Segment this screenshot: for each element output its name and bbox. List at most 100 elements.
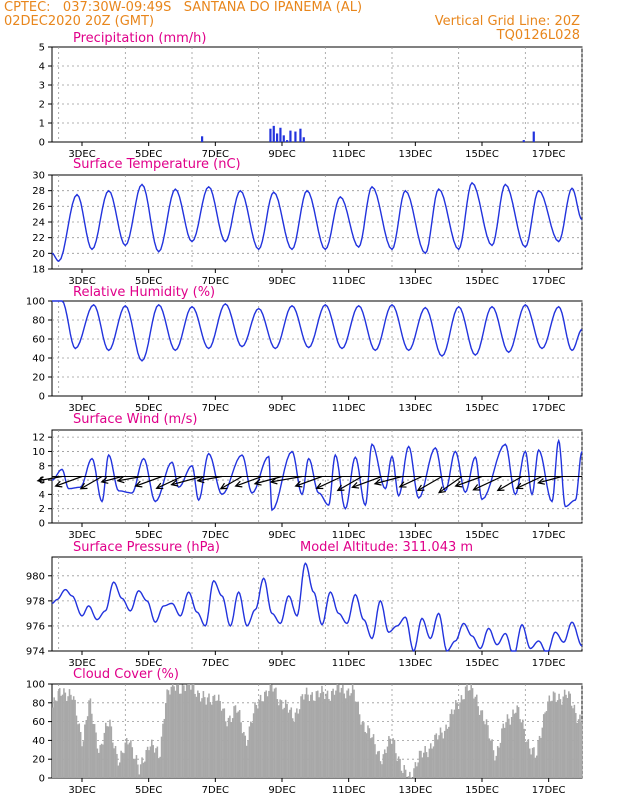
cloud-bar xyxy=(146,746,149,778)
cloud-bar xyxy=(169,694,171,778)
precip-bar xyxy=(279,127,282,142)
x-tick-label: 17DEC xyxy=(532,530,566,541)
cloud-bar xyxy=(91,713,93,778)
precip-bar xyxy=(269,128,272,142)
cloud-bar xyxy=(445,724,447,778)
cloud-bar xyxy=(460,695,463,778)
y-tick-label: 40 xyxy=(32,354,45,365)
cloud-bar xyxy=(208,693,210,778)
cloud-bar xyxy=(565,694,567,778)
cloud-bar xyxy=(547,701,549,778)
cloud-bar xyxy=(259,694,262,778)
wind-vector-head xyxy=(398,481,407,488)
cloud-bar xyxy=(273,688,276,778)
cloud-bar xyxy=(251,722,253,778)
cloud-bar xyxy=(217,694,220,778)
cloud-bar xyxy=(442,738,445,778)
wind-vector-head xyxy=(253,478,262,486)
cloud-bar xyxy=(229,715,231,778)
x-tick-label: 5DEC xyxy=(135,530,162,541)
cloud-bar xyxy=(425,752,428,778)
panel-title: Cloud Cover (%) xyxy=(73,667,179,682)
precip-bar xyxy=(289,130,292,142)
y-tick-label: 100 xyxy=(26,680,45,691)
cloud-bar xyxy=(573,704,576,778)
y-tick-label: 3 xyxy=(39,81,45,92)
cloud-bar xyxy=(335,690,337,778)
x-tick-label: 3DEC xyxy=(68,403,95,414)
wind-vector xyxy=(134,475,163,488)
cloud-bar xyxy=(178,693,181,778)
cloud-bar xyxy=(548,695,551,778)
x-tick-label: 17DEC xyxy=(532,149,566,160)
cloud-bar xyxy=(488,738,491,778)
cloud-bar xyxy=(436,739,439,778)
x-tick-label: 15DEC xyxy=(465,530,499,541)
wind-vector-head xyxy=(373,478,382,486)
cloud-bar xyxy=(473,698,475,778)
cloud-bar xyxy=(289,709,291,778)
precip-bar xyxy=(299,128,302,142)
cloud-bar xyxy=(527,739,530,778)
wind-vector-shaft xyxy=(80,475,103,490)
cloud-bar xyxy=(370,738,372,778)
cloud-bar xyxy=(149,746,152,778)
x-tick-label: 15DEC xyxy=(465,658,499,669)
cloud-bar xyxy=(60,695,62,778)
cloud-bar xyxy=(438,735,440,778)
cloud-bar xyxy=(418,750,421,778)
cloud-bar xyxy=(135,755,138,778)
cloud-bar xyxy=(396,760,399,778)
header-grid-line: Vertical Grid Line: 20Z xyxy=(434,14,580,29)
wind-vector-shaft xyxy=(337,475,363,492)
wind-vector-shaft xyxy=(37,475,63,482)
cloud-bar xyxy=(213,694,216,778)
cloud-bar xyxy=(181,684,184,778)
cloud-bar xyxy=(390,743,393,778)
wind-vector-shaft xyxy=(497,475,523,492)
x-tick-label: 13DEC xyxy=(398,530,432,541)
cloud-bar xyxy=(492,750,495,778)
cloud-bar xyxy=(78,723,81,778)
cloud-bar xyxy=(434,734,436,778)
x-tick-label: 13DEC xyxy=(398,149,432,160)
cloud-bar xyxy=(318,697,320,778)
wind-vector xyxy=(294,475,323,488)
y-tick-label: 4 xyxy=(39,62,45,73)
cloud-bar xyxy=(75,715,78,778)
cloud-bar xyxy=(471,688,474,778)
cloud-bar xyxy=(247,740,249,778)
wind-vector-head xyxy=(437,486,446,494)
cloud-bar xyxy=(216,700,219,778)
cloud-bar xyxy=(417,762,419,778)
cloud-bar xyxy=(174,690,177,778)
cloud-bar xyxy=(67,696,69,778)
x-tick-label: 3DEC xyxy=(68,785,95,796)
wind-vector-head xyxy=(496,484,505,492)
cloud-bar xyxy=(107,726,110,778)
cloud-bar xyxy=(534,757,537,778)
wind-vector-head xyxy=(336,484,345,492)
cloud-bar xyxy=(241,733,244,778)
cloud-bar xyxy=(556,700,559,778)
cloud-bar xyxy=(96,748,99,778)
cloud-bar xyxy=(350,693,353,778)
wind-vector xyxy=(315,475,343,490)
cloud-bar xyxy=(233,706,235,778)
wind-vector-shaft xyxy=(171,475,203,486)
wind-vector-head xyxy=(294,480,303,488)
wind-vector-shaft xyxy=(399,475,423,488)
cloud-bar xyxy=(427,757,429,778)
cloud-bar xyxy=(464,686,467,778)
cloud-bar xyxy=(572,708,574,778)
cloud-bar xyxy=(71,699,74,778)
cloud-bar xyxy=(555,701,558,778)
cloud-bar xyxy=(428,748,431,778)
x-tick-label: 3DEC xyxy=(68,276,95,287)
cloud-bar xyxy=(194,693,196,778)
cloud-bar xyxy=(476,694,478,778)
cloud-bar xyxy=(481,710,484,778)
cloud-bar xyxy=(114,745,117,778)
cloud-bar xyxy=(330,690,333,778)
cloud-bar xyxy=(541,727,544,778)
